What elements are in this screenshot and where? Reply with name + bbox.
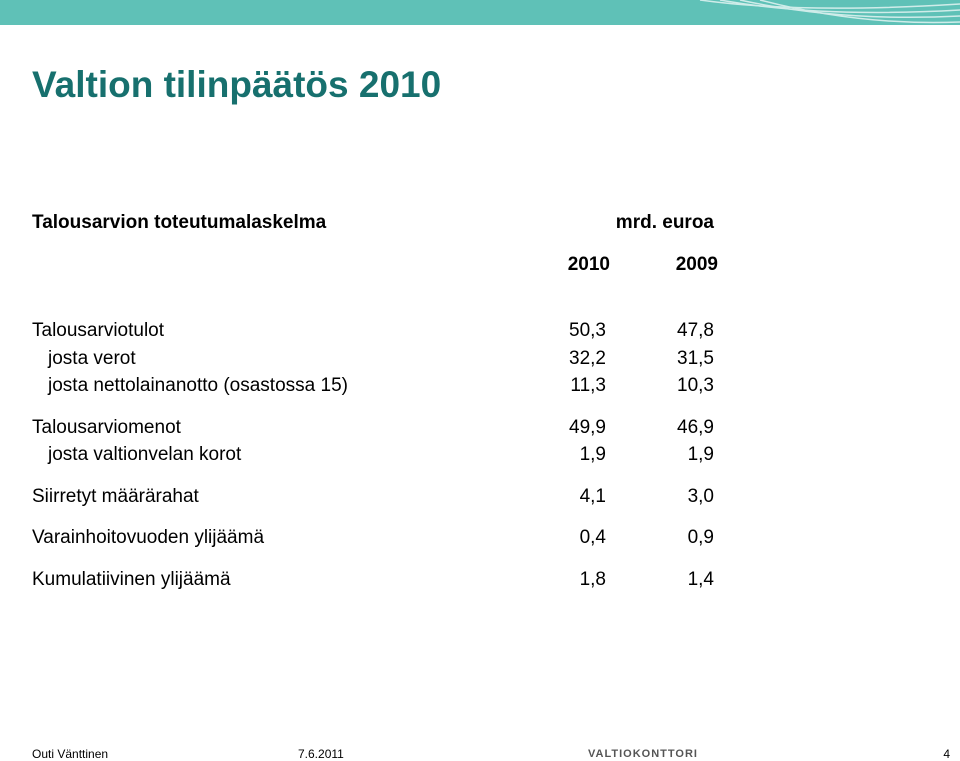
footer-date: 7.6.2011	[298, 747, 344, 761]
cell-value: 4,1	[579, 485, 606, 507]
column-header: 2009	[675, 254, 718, 275]
sub-row-label: josta verot	[48, 347, 136, 369]
table-caption: Talousarvion toteutumalaskelma	[32, 212, 327, 233]
row-label: Talousarviotulot	[32, 320, 165, 341]
sub-row-label: josta valtionvelan korot	[48, 444, 242, 465]
cell-value: 0,9	[687, 527, 714, 548]
row-label: Varainhoitovuoden ylijäämä	[32, 527, 265, 548]
cell-value: 1,4	[687, 568, 714, 590]
cell-value: 49,9	[569, 416, 606, 438]
cell-value: 46,9	[677, 416, 714, 438]
row-label: Talousarviomenot	[32, 416, 181, 438]
column-header: 2010	[567, 254, 610, 275]
cell-value: 1,9	[687, 444, 714, 465]
cell-value: 47,8	[677, 320, 714, 341]
row-label: Siirretyt määrärahat	[32, 485, 199, 507]
cell-value: 32,2	[569, 347, 606, 369]
row-label: Kumulatiivinen ylijäämä	[32, 568, 231, 590]
page-number: 4	[943, 747, 950, 761]
cell-value: 0,4	[579, 527, 606, 548]
header-band	[0, 0, 960, 25]
cell-value: 3,0	[687, 485, 714, 507]
logo: VALTIOKONTTORI	[588, 748, 698, 760]
cell-value: 11,3	[570, 375, 606, 396]
cell-value: 1,8	[579, 568, 606, 590]
footer-author: Outi Vänttinen	[32, 747, 109, 761]
cell-value: 1,9	[579, 444, 606, 465]
slide-title: Valtion tilinpäätös 2010	[32, 64, 442, 105]
sub-row-label: josta nettolainanotto (osastossa 15)	[48, 375, 348, 396]
unit: mrd. euroa	[615, 212, 714, 233]
cell-value: 31,5	[677, 347, 714, 369]
cell-value: 50,3	[569, 320, 606, 341]
cell-value: 10,3	[677, 375, 714, 396]
